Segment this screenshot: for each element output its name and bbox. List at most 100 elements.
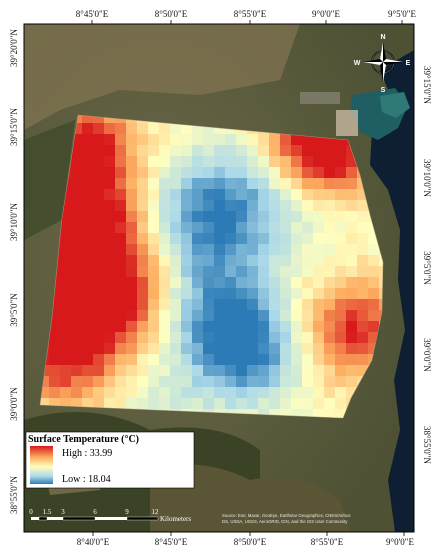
raster-cell: [346, 178, 358, 190]
raster-cell: [258, 299, 270, 311]
raster-cell: [115, 145, 127, 157]
raster-cell: [258, 156, 270, 168]
raster-cell: [170, 354, 182, 366]
raster-cell: [82, 200, 94, 212]
raster-cell: [280, 398, 292, 410]
raster-cell: [357, 233, 369, 245]
raster-cell: [291, 189, 303, 201]
raster-cell: [324, 244, 336, 256]
raster-cell: [236, 376, 248, 388]
raster-cell: [93, 310, 105, 322]
raster-cell: [104, 376, 116, 388]
raster-cell: [181, 332, 193, 344]
raster-cell: [203, 123, 215, 135]
raster-cell: [49, 310, 61, 322]
raster-cell: [335, 398, 347, 410]
raster-cell: [181, 222, 193, 234]
map-credits: DS, USDA, USGS, AeroGRID, IGN, and the G…: [222, 519, 348, 524]
raster-cell: [247, 178, 259, 190]
raster-cell: [170, 255, 182, 267]
raster-cell: [313, 178, 325, 190]
raster-cell: [225, 222, 237, 234]
raster-cell: [192, 145, 204, 157]
raster-cell: [335, 299, 347, 311]
raster-cell: [104, 387, 116, 399]
raster-cell: [291, 277, 303, 289]
raster-cell: [181, 310, 193, 322]
raster-cell: [93, 288, 105, 300]
raster-cell: [93, 398, 105, 410]
scale-label: 3: [61, 508, 65, 516]
raster-cell: [60, 211, 72, 223]
raster-cell: [247, 200, 259, 212]
raster-cell: [269, 233, 281, 245]
raster-cell: [126, 277, 138, 289]
raster-cell: [192, 222, 204, 234]
raster-cell: [335, 310, 347, 322]
raster-cell: [71, 376, 83, 388]
raster-cell: [324, 200, 336, 212]
raster-cell: [291, 266, 303, 278]
raster-cell: [302, 200, 314, 212]
legend: Surface Temperature (°C) High : 33.99 Lo…: [25, 431, 195, 489]
raster-cell: [313, 233, 325, 245]
raster-cell: [170, 189, 182, 201]
raster-cell: [115, 310, 127, 322]
raster-cell: [137, 189, 149, 201]
raster-cell: [258, 365, 270, 377]
raster-cell: [269, 277, 281, 289]
raster-cell: [137, 233, 149, 245]
raster-cell: [269, 156, 281, 168]
raster-cell: [93, 123, 105, 135]
raster-cell: [236, 244, 248, 256]
raster-cell: [291, 211, 303, 223]
raster-cell: [302, 277, 314, 289]
raster-cell: [225, 167, 237, 179]
raster-cell: [148, 167, 160, 179]
raster-cell: [170, 387, 182, 399]
raster-cell: [324, 343, 336, 355]
raster-cell: [379, 277, 383, 289]
raster-cell: [247, 398, 259, 410]
raster-cell: [203, 277, 215, 289]
raster-cell: [115, 167, 127, 179]
raster-cell: [181, 189, 193, 201]
raster-cell: [170, 222, 182, 234]
raster-cell: [93, 167, 105, 179]
raster-cell: [236, 288, 248, 300]
raster-cell: [269, 244, 281, 256]
raster-cell: [71, 332, 83, 344]
raster-cell: [302, 255, 314, 267]
raster-cell: [126, 123, 138, 135]
raster-cell: [225, 211, 237, 223]
raster-cell: [335, 211, 347, 223]
raster-cell: [104, 354, 116, 366]
raster-cell: [335, 200, 347, 212]
raster-cell: [93, 376, 105, 388]
raster-cell: [225, 277, 237, 289]
raster-cell: [258, 288, 270, 300]
raster-cell: [159, 134, 171, 146]
raster-cell: [126, 376, 138, 388]
raster-cell: [280, 310, 292, 322]
raster-cell: [49, 332, 61, 344]
raster-cell: [313, 332, 325, 344]
raster-cell: [148, 255, 160, 267]
raster-cell: [280, 156, 292, 168]
raster-cell: [159, 343, 171, 355]
raster-cell: [258, 222, 270, 234]
raster-cell: [104, 211, 116, 223]
raster-cell: [93, 387, 105, 399]
raster-cell: [225, 266, 237, 278]
raster-cell: [357, 321, 369, 333]
raster-cell: [137, 310, 149, 322]
raster-cell: [181, 354, 193, 366]
raster-cell: [126, 211, 138, 223]
raster-cell: [82, 266, 94, 278]
raster-cell: [159, 299, 171, 311]
raster-cell: [71, 387, 83, 399]
raster-cell: [379, 299, 383, 311]
legend-color-ramp: [30, 446, 53, 484]
raster-cell: [82, 178, 94, 190]
raster-cell: [115, 343, 127, 355]
